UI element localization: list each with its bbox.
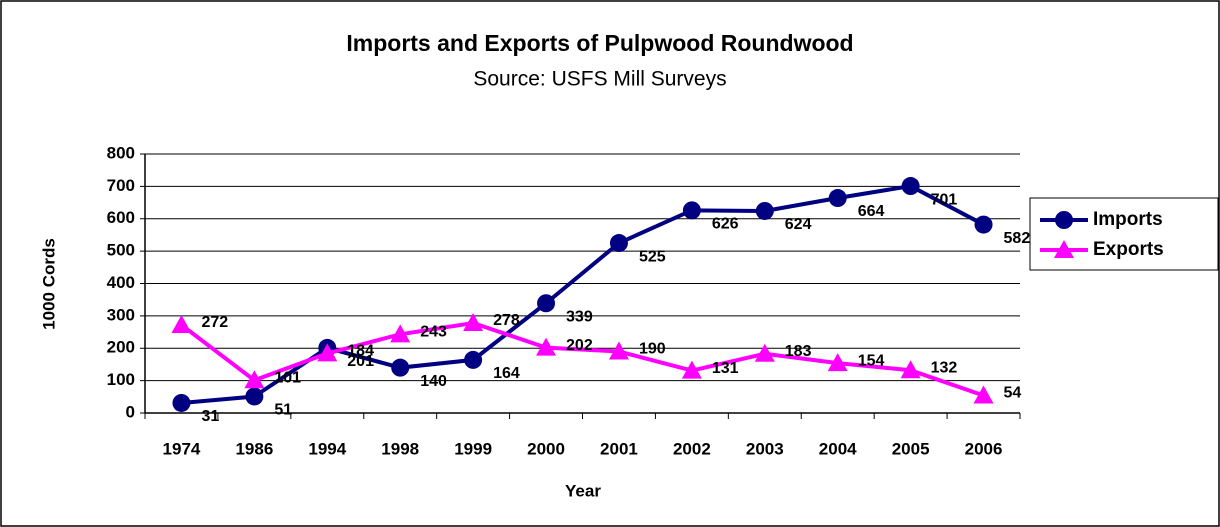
data-point — [828, 189, 847, 208]
y-tick-label: 400 — [107, 273, 135, 292]
data-label: 664 — [858, 203, 885, 220]
data-point — [608, 341, 629, 360]
chart-subtitle: Source: USFS Mill Surveys — [473, 68, 726, 91]
data-label: 190 — [639, 341, 666, 358]
data-point — [900, 360, 921, 379]
y-tick-label: 200 — [107, 338, 135, 357]
data-point — [172, 393, 191, 412]
data-label: 339 — [566, 308, 593, 325]
data-label: 131 — [712, 360, 739, 377]
data-point — [754, 343, 775, 362]
data-point — [682, 201, 701, 220]
data-label: 154 — [858, 352, 885, 369]
data-point — [827, 353, 848, 372]
data-label: 101 — [274, 370, 301, 387]
y-tick-label: 0 — [126, 402, 135, 421]
data-label: 51 — [274, 402, 292, 419]
data-point — [244, 370, 265, 389]
data-label: 624 — [785, 216, 812, 233]
data-point — [609, 234, 628, 253]
x-tick-label: 2006 — [965, 439, 1003, 458]
data-label: 140 — [420, 373, 447, 390]
x-tick-label: 2000 — [527, 439, 565, 458]
data-label: 184 — [347, 343, 374, 360]
y-axis-label: 1000 Cords — [39, 238, 58, 330]
data-label: 132 — [931, 359, 958, 376]
y-tick-label: 700 — [107, 176, 135, 195]
data-label: 582 — [1004, 230, 1031, 247]
y-tick-label: 800 — [107, 143, 135, 162]
data-label: 164 — [493, 365, 520, 382]
data-point — [973, 385, 994, 404]
x-axis-label: Year — [565, 481, 601, 500]
data-point — [974, 215, 993, 234]
data-point — [537, 294, 556, 313]
data-point — [245, 387, 264, 406]
data-label: 243 — [420, 324, 447, 341]
y-tick-label: 600 — [107, 208, 135, 227]
data-label: 525 — [639, 248, 666, 265]
data-point — [463, 312, 484, 331]
data-point — [755, 201, 774, 220]
chart-title: Imports and Exports of Pulpwood Roundwoo… — [346, 30, 853, 56]
x-tick-label: 2003 — [746, 439, 784, 458]
data-label: 201 — [347, 353, 374, 370]
x-tick-label: 2004 — [819, 439, 857, 458]
data-label: 54 — [1004, 385, 1022, 402]
x-tick-label: 1986 — [235, 439, 273, 458]
data-label: 183 — [785, 343, 812, 360]
legend-marker — [1055, 211, 1073, 229]
y-tick-label: 300 — [107, 305, 135, 324]
x-tick-label: 2001 — [600, 439, 638, 458]
x-tick-label: 1999 — [454, 439, 492, 458]
y-tick-label: 100 — [107, 370, 135, 389]
legend-label: Imports — [1093, 209, 1163, 230]
data-label: 701 — [931, 191, 958, 208]
series-line — [180, 320, 985, 398]
data-label: 272 — [201, 314, 228, 331]
x-tick-label: 2005 — [892, 439, 930, 458]
data-label: 278 — [493, 312, 520, 329]
data-point — [390, 324, 411, 343]
data-point — [317, 343, 338, 362]
x-tick-label: 1994 — [308, 439, 346, 458]
x-tick-label: 1998 — [381, 439, 419, 458]
x-tick-label: 2002 — [673, 439, 711, 458]
data-point — [681, 360, 702, 379]
legend-label: Exports — [1093, 239, 1164, 260]
y-tick-label: 500 — [107, 241, 135, 260]
data-label: 31 — [201, 408, 219, 425]
x-tick-label: 1974 — [163, 439, 201, 458]
data-point — [464, 350, 483, 369]
data-point — [171, 314, 192, 333]
data-label: 202 — [566, 337, 593, 354]
data-point — [901, 177, 920, 196]
data-point — [391, 358, 410, 377]
data-point — [536, 337, 557, 356]
legend-marker — [1054, 240, 1074, 258]
data-label: 626 — [712, 216, 739, 233]
